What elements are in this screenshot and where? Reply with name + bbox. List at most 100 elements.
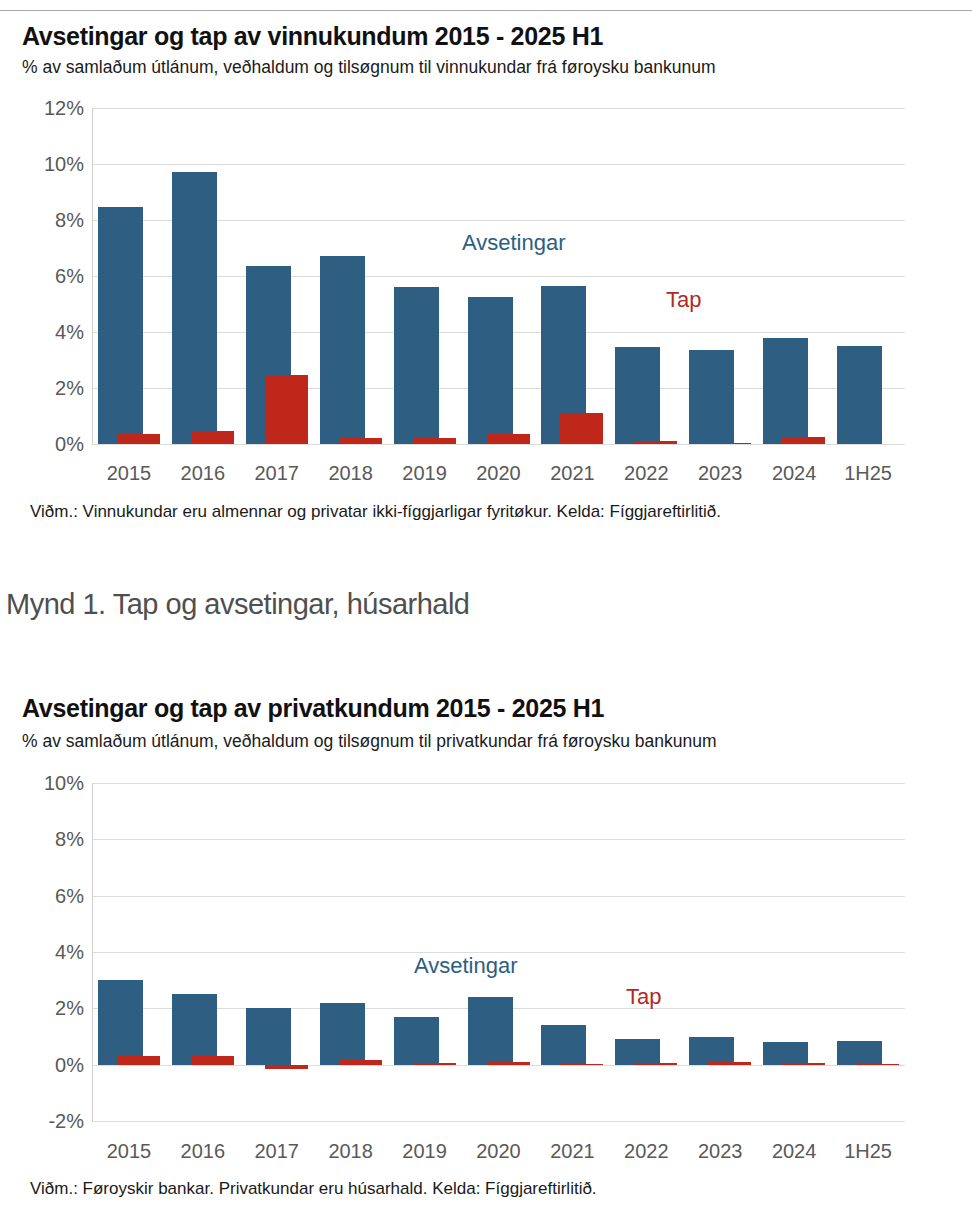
bar-tap-2023 [708,443,751,444]
bar-avsetingar-2020 [468,997,513,1065]
bar-tap-2021 [560,1064,603,1065]
gridline [92,783,905,784]
gridline [92,1008,905,1009]
chart1-footnote: Viðm.: Vinnukundar eru almennar og priva… [30,502,721,522]
bar-tap-2022 [634,441,677,444]
y-tick-label: 2% [22,376,84,400]
x-tick-label: 2017 [240,462,314,484]
chart2-title: Avsetingar og tap av privatkundum 2015 -… [22,694,604,723]
y-tick-label: 6% [22,264,84,288]
y-axis-line [92,783,93,1121]
bar-avsetingar-2021 [541,1025,586,1064]
x-tick-label: 2016 [166,462,240,484]
y-tick-label: 8% [22,827,84,851]
x-tick-label: 2019 [388,1140,462,1162]
bar-tap-2015 [117,434,160,444]
y-tick-label: -2% [22,1109,84,1133]
chart2-footnote: Viðm.: Føroyskir bankar. Privatkundar er… [30,1179,597,1199]
x-tick-label: 2015 [92,462,166,484]
x-tick-label: 2020 [462,1140,536,1162]
bar-tap-2019 [413,1063,456,1064]
bar-avsetingar-2019 [394,287,439,444]
gridline [92,1121,905,1122]
bar-avsetingar-2022 [615,1039,660,1064]
x-tick-label: 2023 [683,462,757,484]
bar-avsetingar-2015 [98,207,143,444]
gridline [92,164,905,165]
bar-avsetingar-2017 [246,266,291,444]
bar-avsetingar-2024 [763,1042,808,1065]
bar-avsetingar-2019 [394,1017,439,1065]
x-tick-label: 2020 [462,462,536,484]
bar-avsetingar-2023 [689,350,734,444]
chart1-title: Avsetingar og tap av vinnukundum 2015 - … [22,22,603,51]
bar-avsetingar-2016 [172,172,217,444]
bar-tap-2024 [782,1063,825,1064]
chart1-subtitle: % av samlaðum útlánum, veðhaldum og tils… [22,57,716,78]
chart2-series-label-avsetingar: Avsetingar [414,953,518,979]
top-divider [0,10,972,11]
x-tick-label: 2018 [314,1140,388,1162]
bar-tap-2015 [117,1056,160,1064]
bar-avsetingar-2023 [689,1037,734,1065]
bar-tap-2024 [782,437,825,444]
y-tick-label: 4% [22,320,84,344]
x-tick-label: 2018 [314,462,388,484]
bar-avsetingar-2018 [320,1003,365,1065]
chart2-series-label-tap: Tap [626,984,661,1010]
y-tick-label: 10% [22,771,84,795]
x-tick-label: 2023 [683,1140,757,1162]
x-tick-label: 2016 [166,1140,240,1162]
bar-tap-2023 [708,1062,751,1065]
bar-avsetingar-1H25 [837,346,882,444]
bar-tap-2019 [413,438,456,444]
x-tick-label: 2024 [757,462,831,484]
chart1-series-label-tap: Tap [666,287,701,313]
bar-tap-2018 [339,438,382,444]
bar-avsetingar-2015 [98,980,143,1065]
bar-tap-1H25 [856,1064,899,1065]
x-tick-label: 1H25 [831,462,905,484]
bar-tap-2022 [634,1063,677,1065]
bar-avsetingar-2022 [615,347,660,444]
bar-avsetingar-1H25 [837,1041,882,1065]
gridline [92,276,905,277]
bar-tap-2017 [265,375,308,444]
bar-tap-2017 [265,1065,308,1070]
bar-avsetingar-2017 [246,1008,291,1064]
x-tick-label: 2015 [92,1140,166,1162]
bar-avsetingar-2020 [468,297,513,444]
y-tick-label: 10% [22,152,84,176]
bar-tap-2016 [191,1056,234,1065]
bar-tap-2018 [339,1060,382,1064]
bar-avsetingar-2021 [541,286,586,444]
report-page: Avsetingar og tap av vinnukundum 2015 - … [0,0,972,1232]
x-tick-label: 2024 [757,1140,831,1162]
gridline [92,220,905,221]
chart2-subtitle: % av samlaðum útlánum, veðhaldum og tils… [22,731,716,752]
x-tick-label: 2019 [388,462,462,484]
gridline [92,332,905,333]
x-tick-label: 2017 [240,1140,314,1162]
gridline [92,444,905,445]
y-tick-label: 6% [22,884,84,908]
bar-tap-2021 [560,413,603,444]
bar-tap-2020 [487,434,530,444]
y-axis-line [92,108,93,444]
x-tick-label: 2021 [536,462,610,484]
gridline [92,839,905,840]
y-tick-label: 12% [22,96,84,120]
y-tick-label: 2% [22,996,84,1020]
gridline [92,108,905,109]
gridline [92,388,905,389]
gridline [92,1065,905,1066]
x-tick-label: 2022 [609,1140,683,1162]
bar-tap-2016 [191,431,234,444]
figure-caption: Mynd 1. Tap og avsetingar, húsarhald [6,588,470,621]
gridline [92,896,905,897]
x-tick-label: 2022 [609,462,683,484]
bar-avsetingar-2024 [763,338,808,444]
chart1-series-label-avsetingar: Avsetingar [462,230,566,256]
x-tick-label: 2021 [536,1140,610,1162]
bar-avsetingar-2018 [320,256,365,444]
